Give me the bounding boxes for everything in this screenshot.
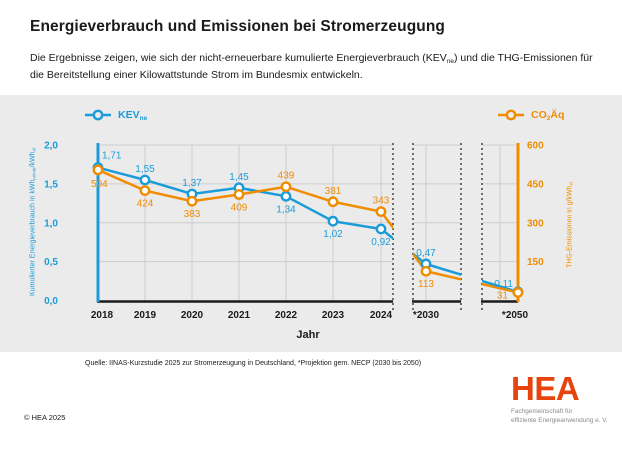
series-line-KEVne bbox=[98, 166, 518, 294]
data-label: 113 bbox=[418, 279, 434, 290]
legend-co2: CO2Äq bbox=[497, 109, 564, 122]
data-label: 1,37 bbox=[182, 178, 202, 189]
right-tick-label: 450 bbox=[527, 179, 544, 190]
x-axis-title: Jahr bbox=[296, 329, 320, 341]
data-point bbox=[512, 287, 524, 298]
year-label: 2018 bbox=[91, 310, 114, 321]
data-label: 439 bbox=[278, 171, 295, 182]
data-label: 1,34 bbox=[276, 204, 296, 215]
legend-co2-label: CO2Äq bbox=[531, 109, 565, 122]
data-point bbox=[375, 206, 387, 218]
hea-logo: HEA Fachgemeinschaft für effiziente Ener… bbox=[511, 372, 611, 426]
year-label: 2019 bbox=[134, 310, 157, 321]
data-label: 0,92 bbox=[371, 237, 391, 248]
year-label: 2021 bbox=[228, 310, 251, 321]
hea-logo-wordmark: HEA bbox=[511, 370, 580, 407]
data-point bbox=[280, 190, 292, 202]
left-tick-label: 1,5 bbox=[44, 179, 58, 190]
kev-legend-marker-icon bbox=[85, 110, 111, 121]
right-tick-label: 600 bbox=[527, 141, 544, 152]
data-point bbox=[186, 195, 198, 207]
left-tick-label: 2,0 bbox=[44, 141, 58, 152]
data-point bbox=[280, 181, 292, 193]
year-label: 2024 bbox=[370, 310, 393, 321]
data-point bbox=[139, 174, 151, 186]
data-label: 1,45 bbox=[229, 172, 249, 183]
page-subtitle: Die Ergebnisse zeigen, wie sich der nich… bbox=[30, 50, 605, 83]
data-label: 0,11 bbox=[494, 279, 513, 290]
left-tick-label: 1,0 bbox=[44, 218, 58, 229]
data-label: 381 bbox=[325, 186, 342, 197]
data-point bbox=[327, 215, 339, 227]
data-label: 504 bbox=[91, 179, 108, 190]
data-label: 343 bbox=[373, 196, 390, 207]
data-point bbox=[233, 189, 245, 200]
year-label: 2022 bbox=[275, 310, 298, 321]
year-label: *2030 bbox=[413, 310, 440, 321]
year-label: 2020 bbox=[181, 310, 204, 321]
left-tick-label: 0,0 bbox=[44, 296, 58, 307]
right-tick-label: 300 bbox=[527, 218, 544, 229]
data-point bbox=[420, 265, 432, 277]
data-label: 1,02 bbox=[323, 229, 343, 240]
data-point bbox=[327, 196, 339, 208]
year-label: 2023 bbox=[322, 310, 345, 321]
data-label: 0,47 bbox=[416, 248, 436, 259]
data-label: 409 bbox=[231, 203, 248, 214]
data-label: 383 bbox=[184, 209, 201, 220]
data-label: 1,55 bbox=[135, 164, 155, 175]
data-label: 424 bbox=[137, 199, 154, 210]
subtitle-subscript: ne bbox=[446, 57, 454, 65]
copyright-note: © HEA 2025 bbox=[24, 413, 66, 422]
subtitle-text-post: ) und die THG-Emissionen für die Bereits… bbox=[30, 52, 593, 82]
hea-logo-tagline: Fachgemeinschaft für effiziente Energiea… bbox=[511, 408, 608, 425]
source-note: Quelle: IINAS-Kurzstudie 2025 zur Strome… bbox=[85, 360, 422, 367]
data-point bbox=[139, 185, 151, 197]
data-point bbox=[92, 164, 104, 176]
right-tick-label: 150 bbox=[527, 257, 544, 268]
co2-legend-marker-icon bbox=[498, 110, 524, 121]
subtitle-text-pre: Die Ergebnisse zeigen, wie sich der nich… bbox=[30, 52, 447, 64]
data-point bbox=[375, 223, 387, 235]
page-title: Energieverbrauch und Emissionen bei Stro… bbox=[30, 18, 445, 35]
legend-kev: KEVne bbox=[84, 109, 147, 122]
data-label: 1,71 bbox=[102, 151, 122, 162]
data-label: 31 bbox=[497, 290, 509, 301]
left-tick-label: 0,5 bbox=[44, 257, 58, 268]
year-label: *2050 bbox=[502, 310, 529, 321]
legend-kev-label: KEVne bbox=[118, 109, 148, 122]
